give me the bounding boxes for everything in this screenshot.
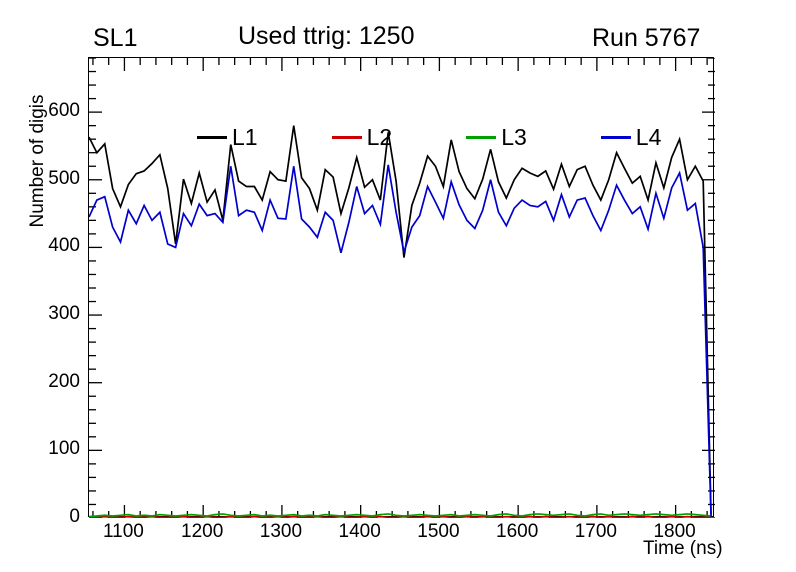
y-tick-label: 400 <box>48 235 80 257</box>
series-line-l2 <box>89 515 712 518</box>
series-line-l4 <box>89 164 712 517</box>
y-tick-label: 600 <box>48 100 80 122</box>
series-line-l3 <box>89 513 712 518</box>
run-label: Run 5767 <box>592 24 701 52</box>
superlayer-label: SL1 <box>93 24 138 52</box>
series-line-l1 <box>89 125 712 515</box>
y-tick-label: 100 <box>48 438 80 460</box>
legend-entry-l2[interactable]: L2 <box>331 123 393 150</box>
legend-label: L3 <box>501 123 527 150</box>
legend-entry-l3[interactable]: L3 <box>466 123 527 150</box>
x-tick-label: 1500 <box>417 521 460 542</box>
y-tick-label: 500 <box>48 167 80 189</box>
legend-swatch-l2 <box>331 135 362 139</box>
legend-entry-l4[interactable]: L4 <box>600 123 662 150</box>
legend-label: L1 <box>232 123 258 150</box>
ttrig-label: Used ttrig: 1250 <box>238 22 415 50</box>
legend-label: L2 <box>366 123 393 150</box>
y-tick-label: 0 <box>69 506 80 527</box>
x-tick-label: 1800 <box>653 521 696 542</box>
plot-frame: L1 L2 L3 L4 <box>88 57 717 518</box>
legend-swatch-l3 <box>466 135 497 139</box>
x-tick-label: 1400 <box>338 521 381 542</box>
legend-swatch-l1 <box>197 135 227 139</box>
plot-canvas <box>89 58 715 518</box>
x-tick-label: 1700 <box>574 521 618 542</box>
legend-label: L4 <box>635 123 662 150</box>
x-tick-label: 1600 <box>496 521 539 542</box>
x-tick-label: 1100 <box>102 521 144 542</box>
legend-swatch-l4 <box>600 135 631 139</box>
y-tick-label: 300 <box>48 303 80 325</box>
x-tick-label: 1300 <box>259 521 303 542</box>
x-tick-label: 1200 <box>181 521 224 542</box>
y-tick-label: 200 <box>48 370 80 392</box>
x-axis-title: Time (ns) <box>643 538 723 559</box>
y-axis-title: Number of digis <box>27 94 48 228</box>
legend-entry-l1[interactable]: L1 <box>197 123 258 150</box>
legend: L1 L2 L3 L4 <box>197 122 717 152</box>
